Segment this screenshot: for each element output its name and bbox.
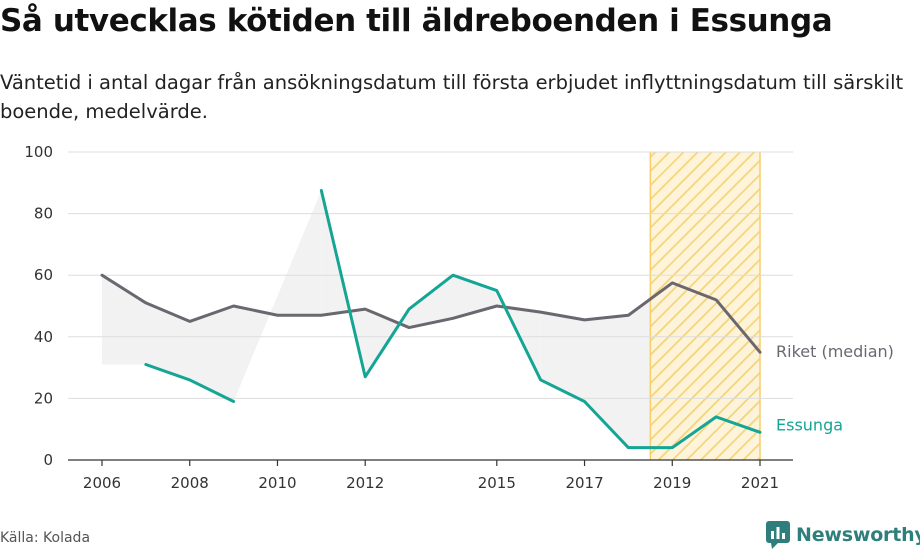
x-tick-label: 2006 [83, 474, 121, 492]
brand-name: Newsworthy [796, 524, 920, 546]
newsworthy-logo-icon [766, 521, 790, 549]
y-tick-label: 80 [34, 205, 53, 223]
series-label-essunga: Essunga [776, 415, 843, 434]
gap-area [409, 275, 453, 328]
x-tick-label: 2012 [346, 474, 384, 492]
page-title: Så utvecklas kötiden till äldreboenden i… [0, 3, 833, 39]
y-tick-label: 0 [43, 451, 53, 469]
series-label-riket: Riket (median) [776, 342, 894, 361]
y-tick-label: 20 [34, 389, 53, 407]
brand-logo: Newsworthy [766, 521, 920, 549]
series-line-essunga [319, 189, 762, 450]
page-subtitle: Väntetid i antal dagar från ansökningsda… [0, 71, 904, 123]
x-tick-label: 2015 [478, 474, 516, 492]
x-tick-label: 2008 [171, 474, 209, 492]
gap-area [233, 190, 322, 402]
x-tick-label: 2010 [258, 474, 296, 492]
gap-area [189, 306, 234, 402]
y-tick-label: 40 [34, 328, 53, 346]
source-note: Källa: Kolada [0, 530, 91, 546]
y-tick-label: 100 [24, 143, 53, 161]
gap-area [540, 312, 585, 402]
y-tick-label: 60 [34, 266, 53, 284]
series-line-essunga [144, 363, 236, 403]
x-tick-label: 2021 [741, 474, 779, 492]
gap-area [145, 302, 190, 380]
highlight-region [650, 152, 760, 460]
gap-area [584, 315, 629, 448]
series-line-riket [100, 273, 762, 354]
x-tick-label: 2017 [565, 474, 603, 492]
x-tick-label: 2019 [653, 474, 691, 492]
